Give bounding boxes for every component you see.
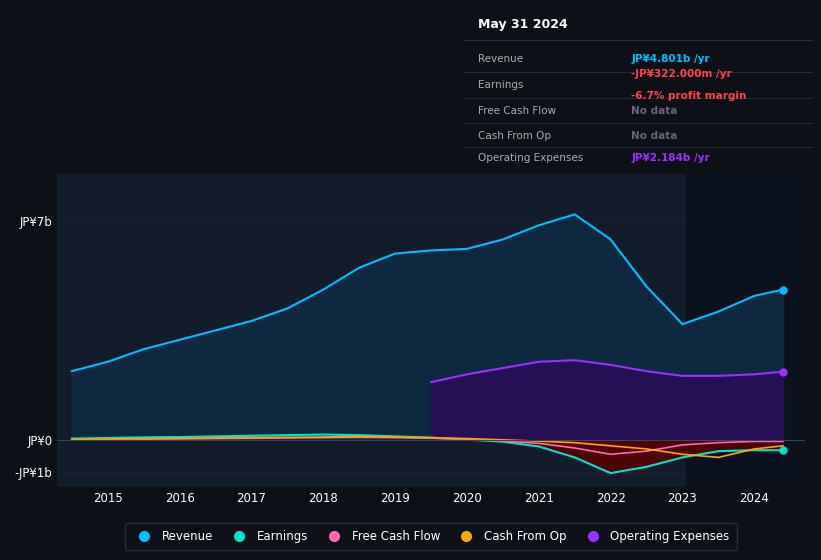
Text: JP¥4.801b /yr: JP¥4.801b /yr (631, 54, 710, 64)
Text: No data: No data (631, 105, 677, 115)
Legend: Revenue, Earnings, Free Cash Flow, Cash From Op, Operating Expenses: Revenue, Earnings, Free Cash Flow, Cash … (126, 523, 736, 550)
Text: -6.7% profit margin: -6.7% profit margin (631, 91, 747, 101)
Text: No data: No data (631, 131, 677, 141)
Text: Revenue: Revenue (478, 54, 523, 64)
Bar (686, 174, 805, 487)
Text: May 31 2024: May 31 2024 (478, 18, 567, 31)
Text: Earnings: Earnings (478, 80, 523, 90)
Text: Free Cash Flow: Free Cash Flow (478, 105, 556, 115)
Text: -JP¥322.000m /yr: -JP¥322.000m /yr (631, 69, 732, 79)
Text: Cash From Op: Cash From Op (478, 131, 551, 141)
Text: JP¥2.184b /yr: JP¥2.184b /yr (631, 153, 710, 164)
Text: Operating Expenses: Operating Expenses (478, 153, 583, 164)
